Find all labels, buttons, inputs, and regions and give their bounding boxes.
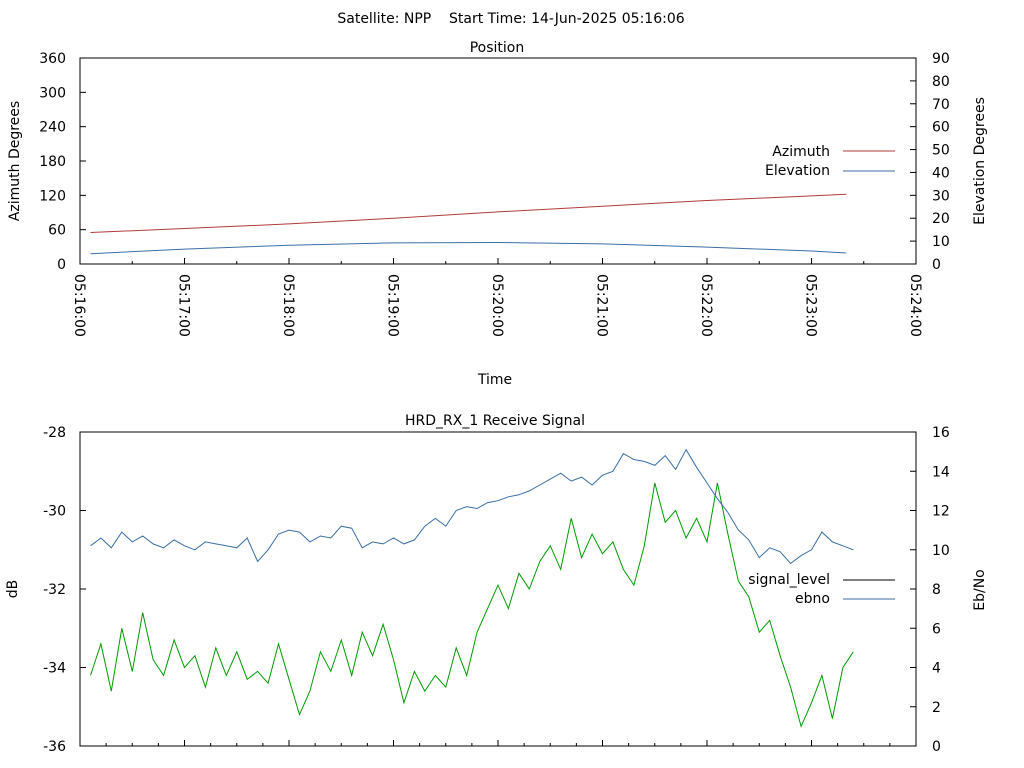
y-right-tick-label: 10	[932, 234, 950, 250]
y-right-tick-label: 70	[932, 97, 950, 113]
x-tick-label: 05:21:00	[594, 274, 610, 337]
series-line-azimuth	[90, 193, 847, 233]
x-tick-label: 05:17:00	[176, 274, 192, 337]
x-tick-label: 05:23:00	[803, 274, 819, 337]
y-right-tick-label: 6	[932, 621, 941, 637]
y-tick-label: 300	[39, 85, 66, 101]
series-line-signal-level	[90, 482, 854, 728]
y-tick-label: -36	[43, 739, 66, 755]
signal-chart: HRD_RX_1 Receive Signal dB Eb/No -28 -30 -…	[5, 413, 988, 755]
signal-plot-frame	[79, 431, 917, 747]
signal-y-axis-label: dB	[5, 580, 21, 599]
y-right-tick-label: 30	[932, 188, 950, 204]
series-line-elevation	[90, 241, 847, 255]
y-right-tick-label: 50	[932, 143, 950, 159]
position-y-axis-label: Azimuth Degrees	[7, 101, 23, 221]
x-tick-label: 05:22:00	[698, 274, 714, 337]
x-tick-label: 05:20:00	[489, 274, 505, 337]
y-right-tick-label: 20	[932, 211, 950, 227]
y-right-tick-label: 4	[932, 661, 941, 677]
y-right-tick-label: 10	[932, 543, 950, 559]
x-tick-label: 05:16:00	[71, 274, 87, 337]
y-right-tick-label: 80	[932, 74, 950, 90]
legend-label-elevation: Elevation	[765, 163, 830, 179]
legend-label-signal-level: signal_level	[748, 572, 830, 588]
y-right-tick-label: 90	[932, 51, 950, 67]
signal-y-axis-right-label: Eb/No	[972, 569, 988, 611]
signal-chart-title: HRD_RX_1 Receive Signal	[405, 413, 585, 429]
x-tick-label: 05:18:00	[280, 274, 296, 337]
series-line-ebno	[90, 448, 854, 565]
y-right-tick-label: 12	[932, 504, 950, 520]
page-header: Satellite: NPP Start Time: 14-Jun-2025 0…	[337, 11, 684, 27]
y-tick-label: -34	[43, 661, 66, 677]
y-tick-label: 120	[39, 188, 66, 204]
y-right-tick-label: 2	[932, 700, 941, 716]
y-tick-label: 0	[57, 257, 66, 273]
y-right-tick-label: 0	[932, 739, 941, 755]
position-chart-title: Position	[470, 40, 525, 56]
y-right-tick-label: 0	[932, 257, 941, 273]
legend-label-azimuth: Azimuth	[772, 144, 830, 160]
y-tick-label: 180	[39, 154, 66, 170]
y-tick-label: -30	[43, 504, 66, 520]
x-tick-label: 05:19:00	[385, 274, 401, 337]
y-right-tick-label: 16	[932, 425, 950, 441]
position-chart: Position Azimuth Degrees Elevation Degre…	[7, 40, 988, 388]
y-right-tick-label: 40	[932, 165, 950, 181]
y-tick-label: -28	[43, 425, 66, 441]
y-tick-label: -32	[43, 582, 66, 598]
y-right-tick-label: 8	[932, 582, 941, 598]
signal-legend: signal_level ebno	[748, 572, 895, 607]
position-plot-frame	[79, 57, 917, 265]
legend-label-ebno: ebno	[795, 591, 830, 607]
position-legend: Azimuth Elevation	[765, 144, 895, 179]
y-tick-label: 60	[48, 223, 66, 239]
y-tick-label: 360	[39, 51, 66, 67]
position-x-axis-label: Time	[477, 372, 512, 388]
y-tick-label: 240	[39, 120, 66, 136]
position-y-axis-right-label: Elevation Degrees	[972, 97, 988, 225]
y-right-tick-label: 60	[932, 120, 950, 136]
x-tick-label: 05:24:00	[907, 274, 923, 337]
y-right-tick-label: 14	[932, 464, 950, 480]
